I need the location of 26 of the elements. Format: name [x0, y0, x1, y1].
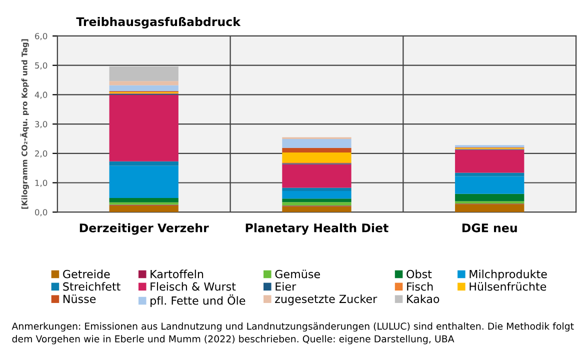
x-tick-label: Derzeitiger Verzehr	[80, 223, 209, 235]
legend-label: Kartoffeln	[150, 270, 204, 278]
y-tick-label: 4,0	[34, 92, 48, 99]
legend-label: zugesetzte Zucker	[275, 294, 378, 306]
legend-label: Eier	[276, 282, 296, 291]
text: Anmerkungen: Emissionen aus Landnutzung und Landnutzungsänderungen (LULUC) sind enthalten. Die Methodik folgt dem Vorgehen wie in Eberle und Mumm (2022) beschrieben. Quelle: eigene Darstellung, UBA	[12, 322, 574, 344]
legend-label: Getreide	[63, 270, 110, 278]
legend-label: Fisch	[407, 282, 433, 291]
y-tick-label: 2,0	[35, 150, 48, 158]
y-tick-label: 5,0	[35, 62, 48, 70]
y-tick-label: 0,0	[35, 209, 48, 216]
y-tick-label: 3,0	[35, 121, 48, 128]
chart-title: Treibhausgasfußabdruck	[76, 16, 241, 28]
legend-label: Nüsse	[64, 294, 96, 304]
x-tick-label: Planetary Health Diet	[246, 223, 388, 235]
legend-label: Fleisch & Wurst	[150, 282, 236, 291]
legend-label: Streichfett	[63, 282, 120, 291]
x-tick-label: DGE neu	[462, 223, 517, 232]
legend-label: Kakao	[407, 294, 440, 304]
legend-label: pfl. Fette und Öle	[150, 294, 246, 307]
legend-label: Obst	[406, 270, 432, 278]
legend-label: Gemüse	[275, 270, 320, 278]
y-tick-label: 1,0	[35, 180, 48, 187]
legend-label: Milchprodukte	[470, 270, 547, 280]
legend-label: Hülsenfrüchte	[470, 282, 546, 291]
y-tick-label: 6,0	[35, 32, 48, 40]
